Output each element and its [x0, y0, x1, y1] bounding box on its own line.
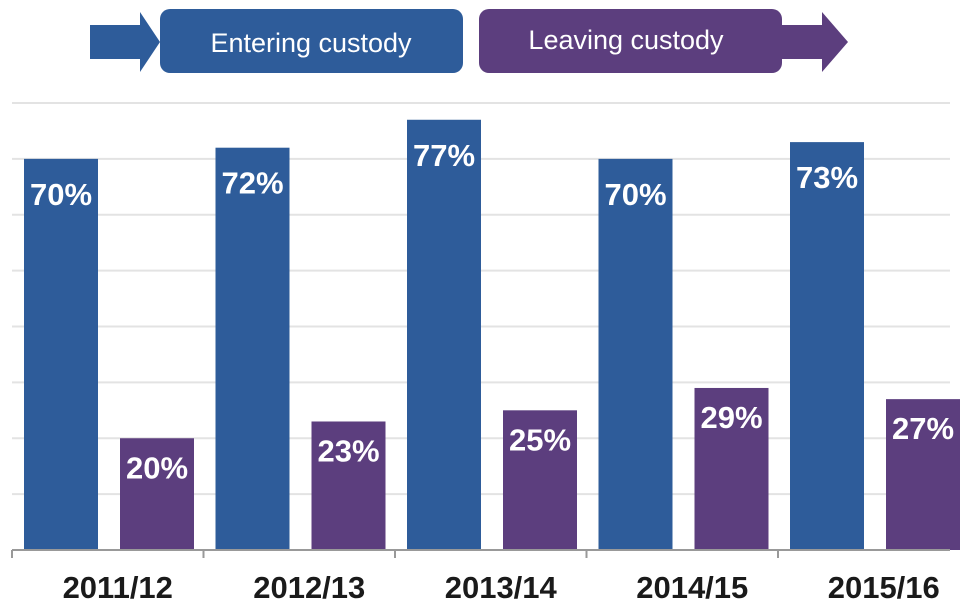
bar-leaving	[503, 410, 577, 550]
bar-entering	[215, 147, 290, 550]
data-label: 20%	[126, 450, 188, 485]
legend-entering-box	[160, 9, 463, 73]
data-label: 23%	[317, 433, 379, 468]
data-label: 70%	[30, 177, 92, 212]
x-axis: 2011/12 2012/13 2013/14 2014/15 2015/16	[11, 549, 950, 605]
data-label: 77%	[413, 138, 475, 173]
legend-leaving-label: Leaving custody	[528, 25, 724, 55]
x-tick-label: 2012/13	[253, 570, 365, 605]
bar-entering	[407, 119, 481, 550]
x-tick-label: 2015/16	[828, 570, 940, 605]
data-label: 72%	[221, 166, 283, 201]
x-tick-label: 2011/12	[63, 570, 173, 605]
data-label: 70%	[604, 177, 666, 212]
bar-entering	[24, 158, 98, 550]
bar-leaving	[311, 421, 386, 550]
arrow-right-icon	[90, 12, 160, 72]
bar-leaving	[694, 387, 769, 550]
data-label: 29%	[700, 400, 762, 435]
data-labels: 70% 20% 72% 23% 77% 25% 70% 29% 73% 27%	[30, 138, 954, 485]
arrow-right-icon	[770, 12, 848, 72]
data-label: 73%	[796, 160, 858, 195]
legend-entering-label: Entering custody	[210, 28, 412, 58]
data-label: 25%	[509, 422, 571, 457]
data-label: 27%	[892, 411, 954, 446]
bar-leaving	[886, 399, 960, 550]
bars	[24, 119, 960, 551]
bar-entering	[598, 158, 673, 550]
legend-leaving-box	[479, 9, 782, 73]
bar-leaving	[120, 438, 194, 550]
legend: Entering custody Leaving custody	[90, 9, 848, 73]
bar-entering	[790, 142, 864, 551]
x-tick-label: 2014/15	[636, 570, 748, 605]
x-tick-label: 2013/14	[445, 570, 558, 605]
